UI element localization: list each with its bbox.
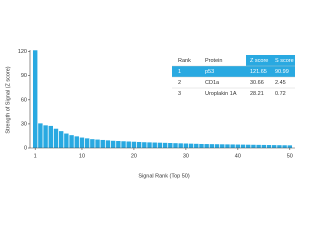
bar — [261, 144, 267, 148]
bar — [136, 141, 142, 148]
table-cell: 3 — [178, 91, 181, 97]
table-cell: 121.65 — [250, 69, 267, 75]
bar — [168, 143, 173, 148]
bar — [246, 144, 251, 148]
bar — [199, 143, 204, 148]
x-tick-label: 1 — [34, 153, 37, 159]
bar — [74, 136, 79, 148]
bar — [152, 142, 157, 148]
bar — [256, 144, 261, 148]
x-axis-label: Signal Rank (Top 50) — [138, 173, 190, 179]
table-header: S score — [275, 58, 294, 64]
header-highlight — [246, 55, 295, 66]
bar — [188, 143, 194, 148]
bar — [209, 144, 215, 148]
bar — [157, 142, 163, 148]
x-tick-label: 40 — [235, 153, 241, 159]
y-tick-label: 30 — [21, 121, 27, 127]
bar — [235, 144, 241, 148]
table-header: Z score — [250, 58, 268, 64]
bar — [240, 144, 246, 148]
bar — [53, 128, 59, 148]
bar — [230, 144, 235, 148]
y-tick-label: 60 — [21, 97, 27, 103]
table-header: Rank — [178, 58, 191, 64]
y-tick-label: 90 — [21, 73, 27, 79]
row-highlight — [172, 66, 295, 77]
bar — [58, 131, 64, 148]
x-tick-label: 50 — [287, 153, 293, 159]
bar — [69, 135, 74, 148]
bar — [110, 140, 116, 148]
bar — [100, 139, 105, 148]
bar — [142, 142, 147, 148]
y-tick-label: 120 — [18, 49, 27, 55]
x-tick-label: 10 — [79, 153, 85, 159]
bar — [64, 133, 69, 148]
bar — [183, 143, 189, 148]
table-cell: p53 — [205, 69, 214, 75]
bar — [178, 143, 183, 148]
bar — [204, 144, 209, 148]
x-tick-label: 20 — [131, 153, 137, 159]
table-cell: 1 — [178, 69, 181, 75]
bar — [282, 145, 287, 148]
bar — [95, 139, 100, 148]
chart: Strength of Signal (Z score) Signal Rank… — [5, 49, 295, 179]
bar — [48, 125, 53, 148]
y-tick-label: 0 — [24, 145, 27, 151]
bar — [147, 142, 152, 148]
bar — [116, 141, 121, 148]
table-cell: 30.66 — [250, 80, 264, 86]
table-cell: 28.21 — [250, 91, 264, 97]
table-cell: CD1a — [205, 80, 220, 86]
table-cell: Uroplakin 1A — [205, 91, 237, 97]
bar — [105, 140, 111, 148]
x-tick-label: 30 — [183, 153, 189, 159]
bar — [32, 50, 38, 149]
table-cell: 2 — [178, 80, 181, 86]
bar — [266, 145, 272, 148]
bar — [90, 139, 95, 148]
bar — [287, 145, 293, 148]
bar — [251, 144, 256, 148]
bar — [214, 144, 220, 148]
bar — [225, 144, 230, 148]
page: {"chart_data": {"type": "bar", "x_label"… — [5, 49, 295, 180]
bar — [38, 123, 43, 148]
bar — [162, 142, 168, 148]
bar — [84, 138, 90, 148]
table-cell: 90.99 — [275, 69, 289, 75]
bar — [43, 125, 48, 148]
bar — [131, 141, 137, 148]
y-axis-label: Strength of Signal (Z score) — [5, 66, 11, 133]
table-header: Protein — [205, 58, 222, 64]
bar — [220, 144, 225, 148]
bar — [277, 145, 282, 148]
bar — [126, 141, 131, 148]
bar — [272, 145, 277, 148]
bar — [79, 137, 85, 148]
table-cell: 0.72 — [275, 91, 286, 97]
bar — [173, 143, 178, 148]
bar — [194, 143, 199, 148]
table-cell: 2.45 — [275, 80, 286, 86]
bar — [121, 141, 126, 148]
